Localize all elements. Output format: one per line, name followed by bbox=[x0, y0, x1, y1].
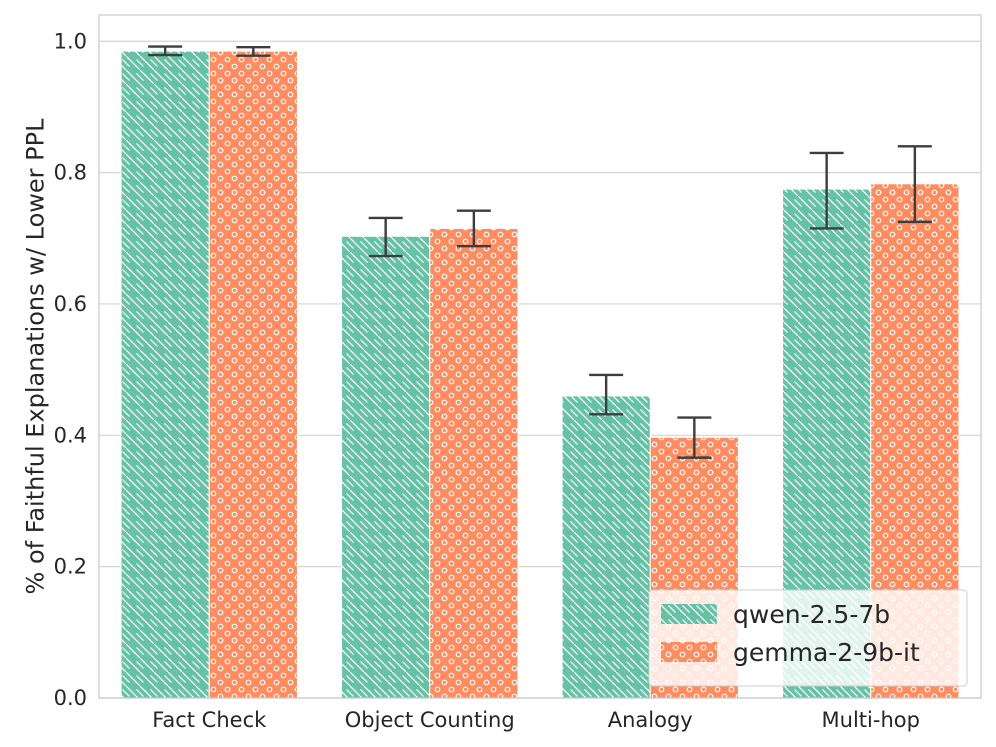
legend-label: qwen-2.5-7b bbox=[733, 600, 890, 629]
legend-item: gemma-2-9b-it bbox=[661, 638, 920, 667]
x-tick-label: Analogy bbox=[608, 708, 693, 732]
y-tick-label: 0.2 bbox=[54, 555, 87, 579]
x-tick-label: Object Counting bbox=[345, 708, 515, 732]
bar-pattern bbox=[209, 51, 298, 699]
x-axis-ticks: Fact Check Object Counting Analogy Multi-ho… bbox=[152, 708, 920, 732]
error-bar bbox=[148, 45, 183, 57]
error-bar bbox=[589, 373, 624, 416]
error-bar bbox=[236, 45, 271, 57]
bar-pattern bbox=[562, 395, 651, 698]
legend: qwen-2.5-7b gemma-2-9b-it bbox=[648, 589, 968, 687]
y-axis-ticks: 0.0 0.2 0.4 0.6 0.8 1.0 bbox=[54, 29, 87, 710]
y-tick-label: 0.8 bbox=[54, 161, 87, 185]
bar bbox=[341, 235, 431, 699]
bar bbox=[561, 395, 651, 699]
plot-frame bbox=[98, 14, 982, 699]
y-tick-label: 0.0 bbox=[54, 686, 87, 710]
y-tick-label: 0.6 bbox=[54, 292, 87, 316]
bar bbox=[429, 227, 519, 699]
error-bar bbox=[368, 216, 403, 258]
bar-pattern bbox=[121, 51, 210, 699]
error-bar bbox=[456, 209, 491, 248]
legend-label: gemma-2-9b-it bbox=[733, 638, 920, 667]
error-bars bbox=[148, 45, 932, 459]
y-tick-label: 0.4 bbox=[54, 423, 87, 447]
bar bbox=[208, 50, 298, 699]
bar-pattern bbox=[341, 236, 430, 698]
y-axis-label: % of Faithful Explanations w/ Lower PPL bbox=[21, 118, 49, 595]
legend-swatch-pattern bbox=[661, 642, 717, 662]
legend-box bbox=[648, 589, 968, 687]
x-tick-label: Multi-hop bbox=[822, 708, 920, 732]
error-bar bbox=[677, 416, 712, 459]
error-bar bbox=[897, 145, 932, 224]
x-tick-label: Fact Check bbox=[152, 708, 267, 732]
legend-swatch-pattern bbox=[661, 604, 717, 624]
bar bbox=[120, 50, 210, 699]
y-tick-label: 1.0 bbox=[54, 29, 87, 53]
legend-item: qwen-2.5-7b bbox=[661, 600, 890, 629]
bar-pattern bbox=[429, 228, 518, 698]
error-bar bbox=[809, 151, 844, 230]
